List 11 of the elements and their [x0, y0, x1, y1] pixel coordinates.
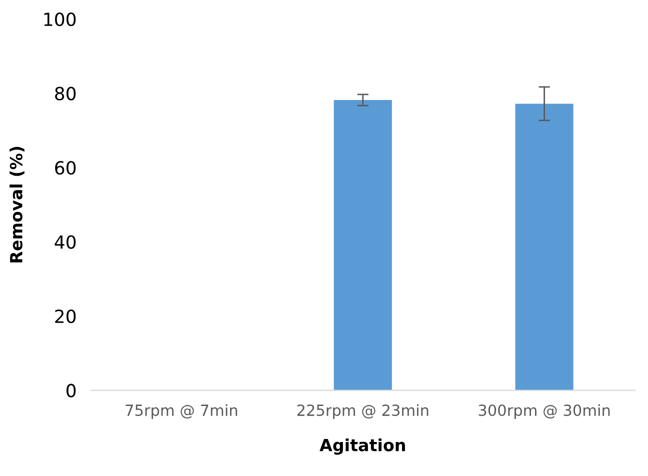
y-tick-label: 100	[44, 12, 76, 26]
y-axis-title: Removal (%)	[10, 146, 24, 262]
x-axis-title: Agitation	[320, 438, 405, 455]
y-tick-label: 0	[66, 384, 76, 398]
y-tick-label: 20	[55, 310, 76, 324]
x-tick-label: 225rpm @ 23min	[297, 404, 428, 419]
x-tick-label: 300rpm @ 30min	[478, 404, 610, 419]
y-tick-label: 60	[55, 161, 76, 175]
y-tick-label: 40	[54, 235, 76, 249]
x-tick-label: 75rpm @ 7min	[126, 404, 238, 419]
y-tick-label: 80	[55, 86, 76, 100]
